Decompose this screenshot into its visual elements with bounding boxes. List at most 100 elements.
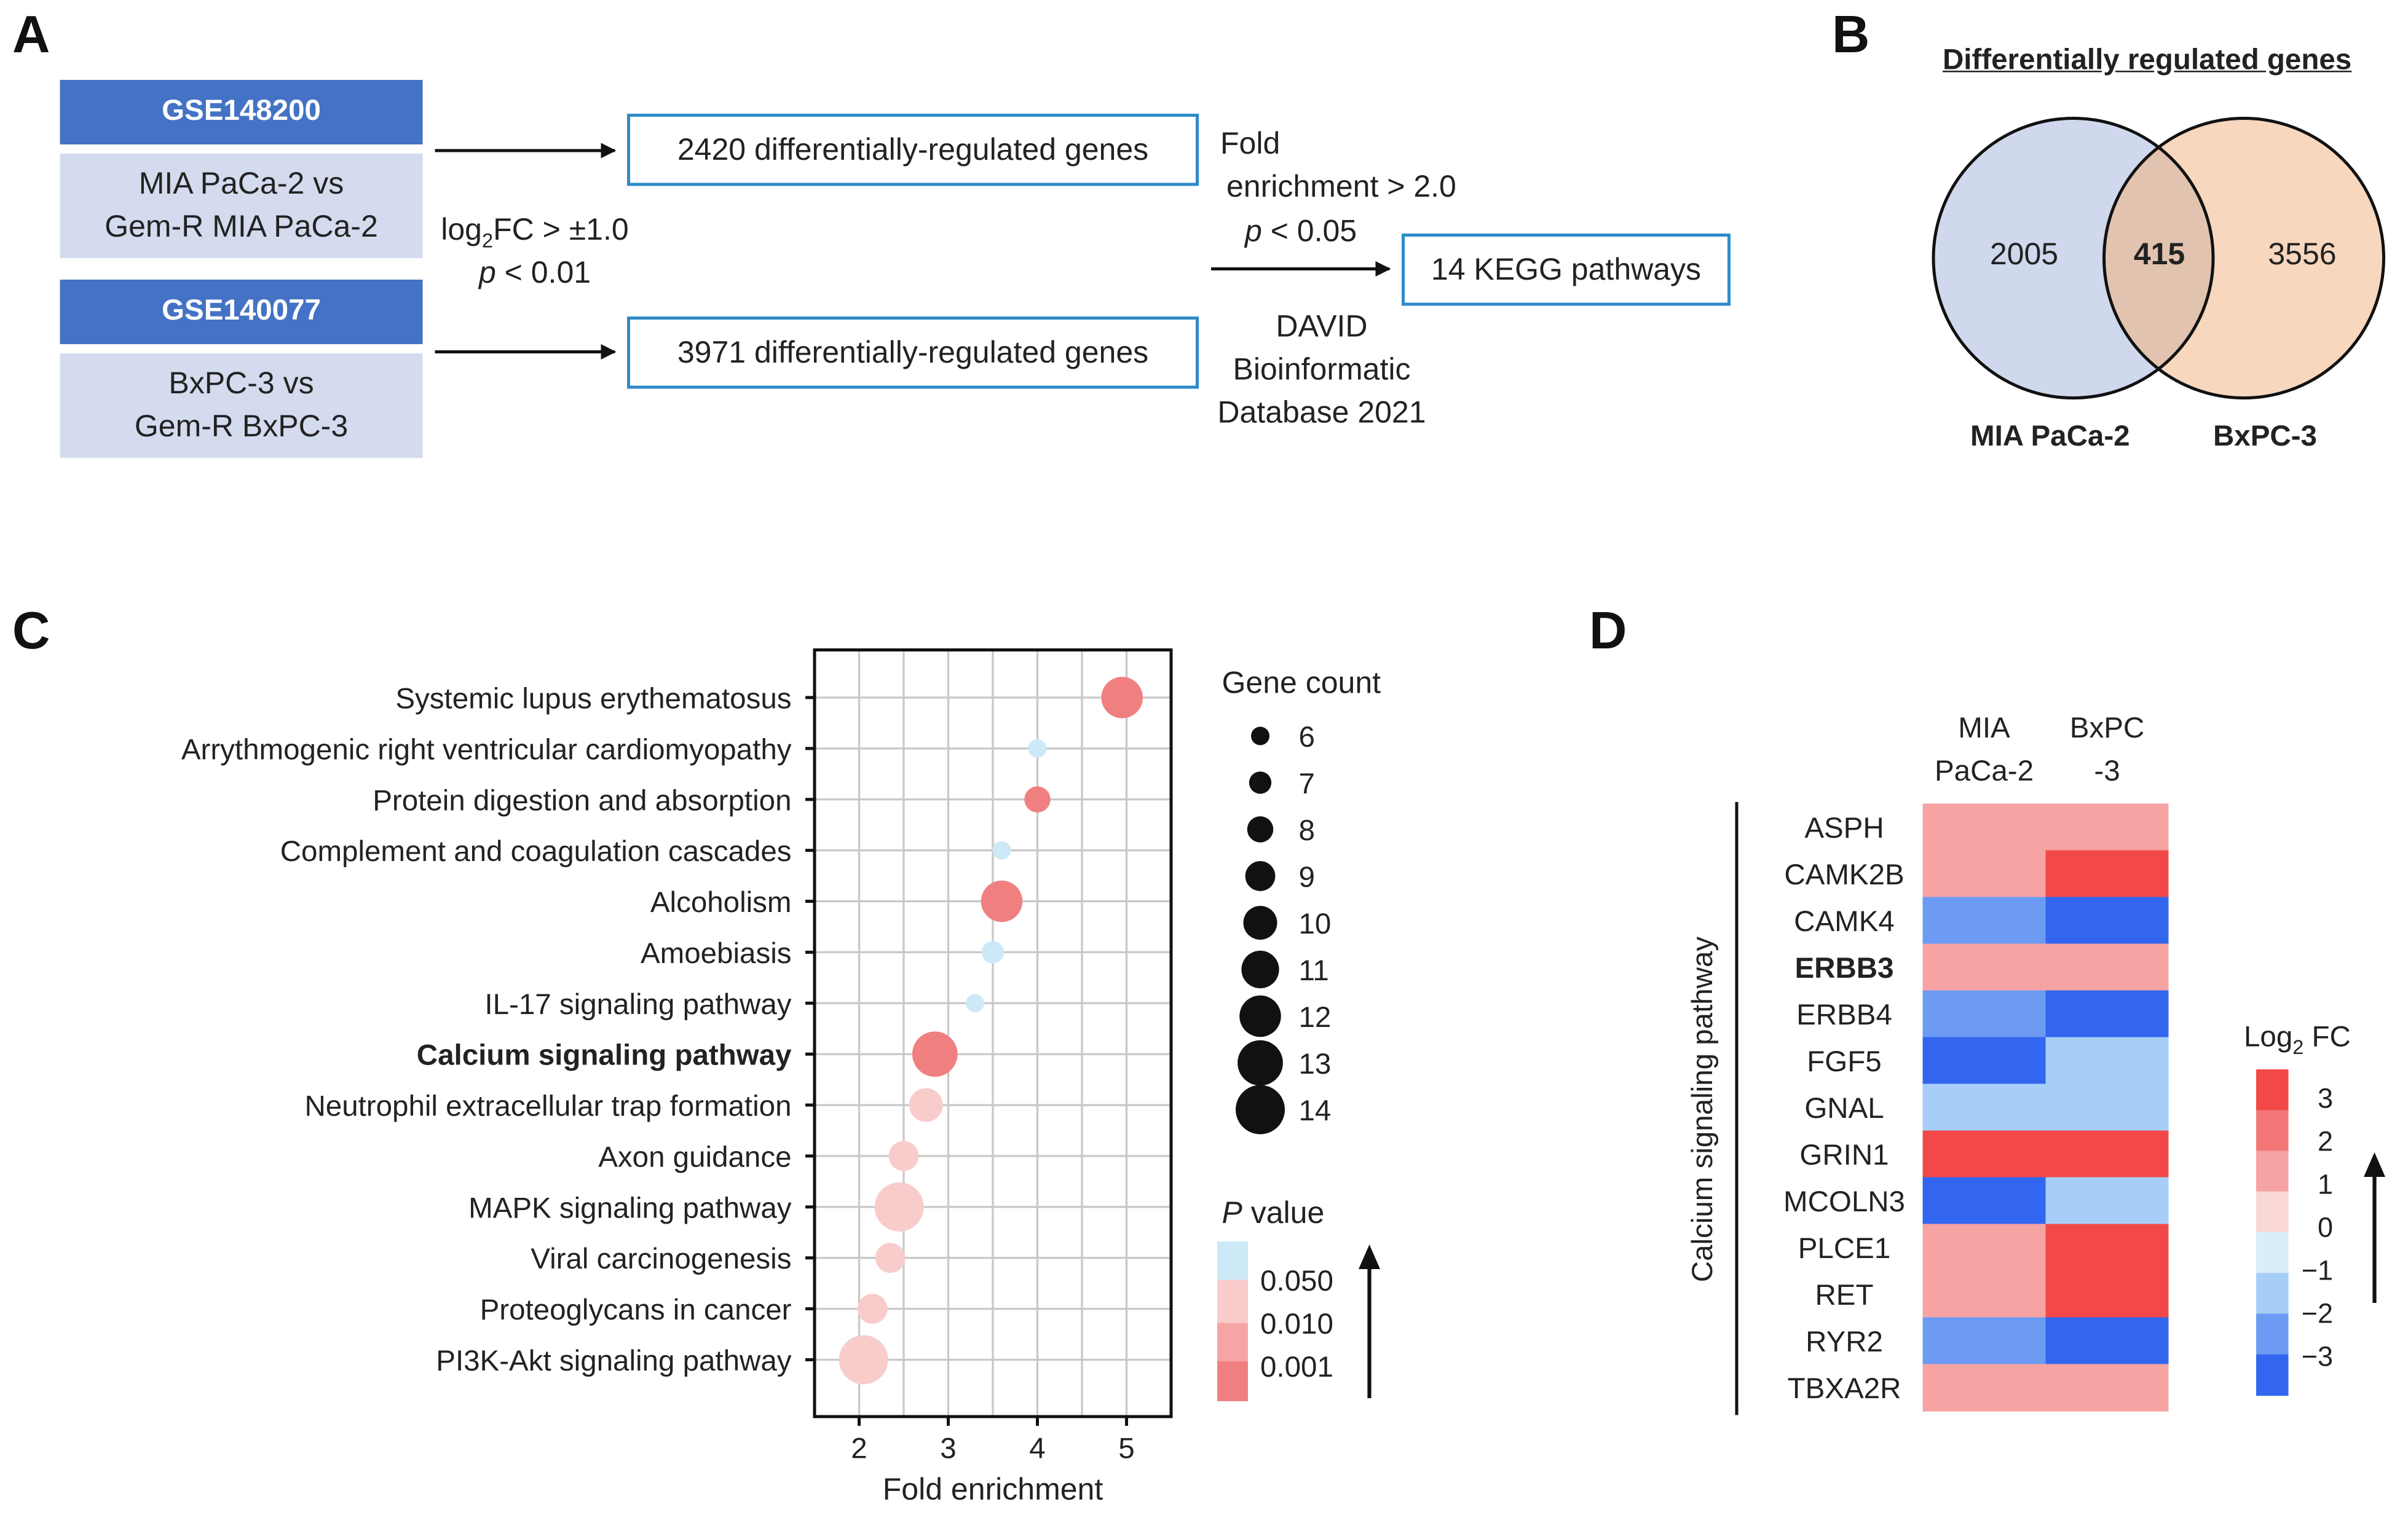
heatmap-column-label: MIA (1958, 712, 2010, 744)
size-legend-marker (1243, 906, 1277, 940)
heatmap-legend-label: −3 (2302, 1341, 2333, 1372)
threshold-p: p < 0.01 (478, 256, 591, 291)
size-legend-marker (1245, 861, 1276, 891)
heatmap-cell (2045, 1270, 2169, 1318)
bubble-point (981, 941, 1005, 964)
color-legend-label: 0.001 (1260, 1351, 1333, 1383)
y-tick-label: Protein digestion and absorption (373, 784, 791, 817)
size-legend-marker (1239, 995, 1281, 1037)
heatmap-cell (1922, 990, 2046, 1038)
bubble-point (1024, 786, 1051, 813)
bubble-point (992, 841, 1011, 860)
heatmap-row-label: PLCE1 (1798, 1232, 1891, 1265)
size-legend-label: 11 (1299, 954, 1329, 987)
enrichment-line2: enrichment > 2.0 (1226, 170, 1456, 205)
heatmap-row-label: FGF5 (1807, 1045, 1881, 1078)
size-legend-marker (1251, 726, 1269, 745)
heatmap-legend-label: 3 (2318, 1083, 2333, 1114)
heatmap-column-label: PaCa-2 (1935, 755, 2034, 787)
size-legend-marker (1236, 1085, 1285, 1135)
y-tick-label: Axon guidance (598, 1141, 791, 1173)
color-legend-label: 0.050 (1260, 1265, 1333, 1297)
pvalue-arrow-head (1359, 1245, 1380, 1269)
y-tick-label: Proteoglycans in cancer (480, 1294, 792, 1326)
size-legend-title: Gene count (1222, 666, 1381, 700)
heatmap-cell (2045, 850, 2169, 898)
heatmap-cell (1922, 1364, 2046, 1412)
heatmap-row-label: ERBB4 (1796, 999, 1892, 1031)
x-tick-label: 3 (940, 1433, 956, 1465)
y-tick-label: Arrythmogenic right ventricular cardiomy… (181, 733, 792, 766)
heatmap-cell (2045, 1317, 2169, 1365)
y-tick-label: Viral carcinogenesis (531, 1243, 791, 1275)
dataset-2-comparison: BxPC-3 vs Gem-R BxPC-3 (60, 353, 423, 458)
heatmap-cell (1922, 803, 2046, 851)
heatmap-row-label: RET (1815, 1279, 1874, 1312)
heatmap-cell (1922, 897, 2046, 945)
heatmap-legend-swatch (2256, 1313, 2289, 1355)
heatmap-cell (1922, 1037, 2046, 1085)
bubble-point (874, 1182, 924, 1232)
size-legend-marker (1241, 950, 1279, 989)
bubble-point (1101, 677, 1143, 718)
venn-right-count: 3556 (2268, 238, 2337, 272)
color-legend-swatch (1217, 1280, 1248, 1323)
y-tick-label: Neutrophil extracellular trap formation (304, 1090, 791, 1123)
y-tick-label: PI3K-Akt signaling pathway (436, 1345, 791, 1377)
heatmap-legend-swatch (2256, 1191, 2289, 1233)
bubble-point (1028, 739, 1047, 758)
heatmap-legend-swatch (2256, 1069, 2289, 1111)
size-legend-marker (1238, 1040, 1283, 1086)
size-legend-label: 6 (1299, 721, 1315, 753)
heatmap-cell (1922, 850, 2046, 898)
size-legend-label: 13 (1299, 1048, 1332, 1080)
heatmap-legend-swatch (2256, 1273, 2289, 1315)
bubble-point (888, 1141, 919, 1171)
result-box-1: 2420 differentially-regulated genes (627, 114, 1199, 186)
venn-title: Differentially regulated genes (1943, 44, 2352, 77)
heatmap-cell (2045, 1083, 2169, 1131)
y-tick-label: Systemic lupus erythematosus (395, 683, 791, 715)
color-legend-swatch (1217, 1361, 1248, 1401)
dataset-1-comparison: MIA PaCa-2 vs Gem-R MIA PaCa-2 (60, 154, 423, 258)
dataset-1-comparison-line1: MIA PaCa-2 vs (138, 167, 344, 202)
heatmap-legend-label: −1 (2302, 1255, 2333, 1286)
y-tick-label: Calcium signaling pathway (417, 1039, 792, 1072)
threshold-fc: log2FC > ±1.0 (441, 213, 629, 253)
heatmap-row-label: MCOLN3 (1783, 1186, 1905, 1218)
bubble-point (912, 1031, 958, 1077)
heatmap-cell (2045, 990, 2169, 1038)
heatmap-legend-swatch (2256, 1232, 2289, 1274)
heatmap-row-label: GNAL (1804, 1092, 1884, 1125)
y-tick-label: IL-17 signaling pathway (484, 988, 791, 1021)
plot-frame (813, 648, 1173, 1418)
heatmap-cell (2045, 1364, 2169, 1412)
bubble-point (909, 1088, 943, 1122)
heatmap-cell (1922, 1224, 2046, 1272)
heatmap-cell (1922, 1177, 2046, 1225)
x-tick-label: 4 (1029, 1433, 1045, 1465)
color-legend-swatch (1217, 1241, 1248, 1280)
enrichment-line1: Fold (1220, 127, 1281, 162)
x-tick-label: 2 (851, 1433, 867, 1465)
color-legend-label: 0.010 (1260, 1308, 1333, 1340)
color-legend-title: P value (1222, 1195, 1325, 1230)
x-axis-label: Fold enrichment (883, 1472, 1103, 1506)
venn-right-label: BxPC-3 (2213, 421, 2317, 454)
bubble-point (981, 880, 1023, 922)
heatmap-legend-label: 0 (2318, 1212, 2333, 1243)
group-label: Calcium signaling pathway (1686, 937, 1719, 1283)
heatmap-row-label: CAMK2B (1784, 859, 1904, 891)
panel-label-a: A (12, 6, 50, 65)
y-tick-label: Alcoholism (650, 886, 792, 919)
heatmap-column-label: -3 (2094, 755, 2120, 787)
heatmap-legend-label: 1 (2318, 1169, 2333, 1200)
database-line3: Database 2021 (1217, 396, 1426, 430)
heatmap-cell (2045, 1224, 2169, 1272)
heatmap-row-label: CAMK4 (1794, 905, 1895, 938)
bubble-point (857, 1294, 888, 1324)
